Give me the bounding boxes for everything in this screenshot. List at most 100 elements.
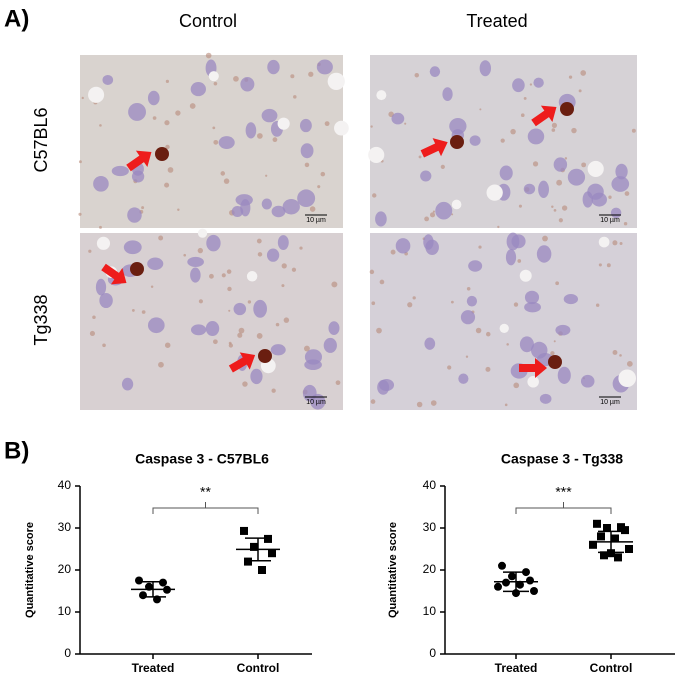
scale-bar-label: 10 µm	[306, 217, 326, 224]
stain-dot	[141, 310, 146, 314]
micrograph: 10 µm	[80, 228, 343, 410]
cell	[435, 201, 453, 220]
significance-label: ***	[555, 484, 572, 500]
stain-dot	[205, 52, 212, 59]
stain-dot	[275, 322, 280, 327]
vacuole	[96, 236, 111, 250]
cell	[328, 321, 340, 336]
y-tick-label: 20	[58, 562, 72, 576]
data-point	[264, 534, 272, 543]
stain-dot	[175, 110, 181, 116]
stain-dot	[257, 252, 263, 257]
cell	[147, 317, 165, 334]
cell	[527, 128, 545, 145]
stain-dot	[283, 317, 290, 323]
stain-dot	[256, 238, 262, 244]
stain-dot	[102, 343, 106, 348]
stain-dot	[370, 399, 376, 404]
cell	[261, 108, 278, 123]
x-tick-label: Control	[590, 661, 633, 675]
stain-dot	[466, 287, 471, 291]
cell	[310, 393, 326, 410]
stain-dot	[293, 95, 297, 99]
stain-dot	[497, 225, 500, 229]
stain-dot	[606, 263, 611, 268]
stain-dot	[233, 75, 239, 82]
stain-dot	[150, 285, 154, 288]
chart-title: Caspase 3 - C57BL6	[135, 451, 269, 467]
significance-label: **	[200, 484, 211, 500]
stain-dot	[99, 225, 102, 229]
vacuole	[368, 146, 385, 163]
data-point	[508, 572, 516, 581]
cell	[524, 290, 540, 305]
cell	[479, 60, 492, 77]
stain-dot	[99, 124, 102, 127]
stain-dot	[164, 342, 171, 348]
data-point	[611, 534, 619, 543]
cell	[190, 324, 207, 336]
data-point	[244, 557, 252, 566]
stain-dot	[324, 121, 330, 127]
stain-dot	[212, 339, 218, 345]
stain-dot	[424, 216, 430, 222]
column-label: Treated	[466, 11, 527, 31]
stain-dot	[520, 113, 525, 118]
stain-dot	[440, 164, 445, 169]
micrograph: 10 µm	[369, 232, 637, 410]
stain-dot	[213, 139, 219, 145]
stain-dot	[416, 401, 423, 408]
stain-dot	[619, 354, 622, 357]
stain-dot	[167, 167, 174, 173]
cell	[231, 205, 244, 218]
stain-dot	[506, 343, 509, 346]
stain-dot	[580, 70, 587, 76]
stain-dot	[595, 303, 600, 307]
vacuole	[376, 90, 387, 101]
stain-dot	[432, 210, 436, 213]
stain-dot	[553, 208, 557, 212]
cell	[395, 238, 411, 254]
cell	[147, 90, 160, 106]
cell	[580, 374, 595, 388]
cell	[245, 122, 257, 139]
stain-dot	[81, 96, 84, 100]
stain-dot	[513, 382, 520, 389]
stain-dot	[372, 193, 377, 198]
data-point	[240, 526, 248, 535]
stain-dot	[624, 191, 630, 196]
cell	[250, 368, 263, 385]
cell	[95, 278, 107, 296]
vacuole	[327, 72, 345, 90]
stain-dot	[209, 273, 214, 279]
stain-dot	[513, 302, 519, 307]
data-point	[268, 549, 276, 558]
image-background	[370, 233, 637, 410]
stain-dot	[561, 205, 568, 211]
stain-dot	[412, 296, 416, 300]
cell	[190, 81, 206, 97]
cell	[267, 59, 280, 75]
stain-dot	[551, 128, 556, 132]
scale-bar-label: 10 µm	[600, 399, 620, 406]
stain-dot	[281, 263, 287, 269]
stain-dot	[213, 81, 218, 86]
stain-dot	[376, 327, 382, 334]
y-tick-label: 40	[58, 478, 72, 492]
data-point	[597, 532, 605, 541]
cell	[555, 324, 571, 336]
stain-dot	[371, 301, 376, 306]
vacuole	[451, 199, 462, 210]
stain-dot	[303, 345, 310, 352]
cell	[424, 337, 436, 350]
stained-cell	[258, 349, 272, 363]
data-point	[600, 551, 608, 560]
stain-dot	[578, 89, 582, 93]
y-tick-label: 0	[64, 646, 71, 660]
stain-dot	[265, 174, 268, 177]
significance-bracket	[515, 502, 612, 514]
stain-dot	[568, 75, 573, 79]
stain-dot	[612, 350, 618, 355]
stained-cell	[155, 147, 169, 161]
